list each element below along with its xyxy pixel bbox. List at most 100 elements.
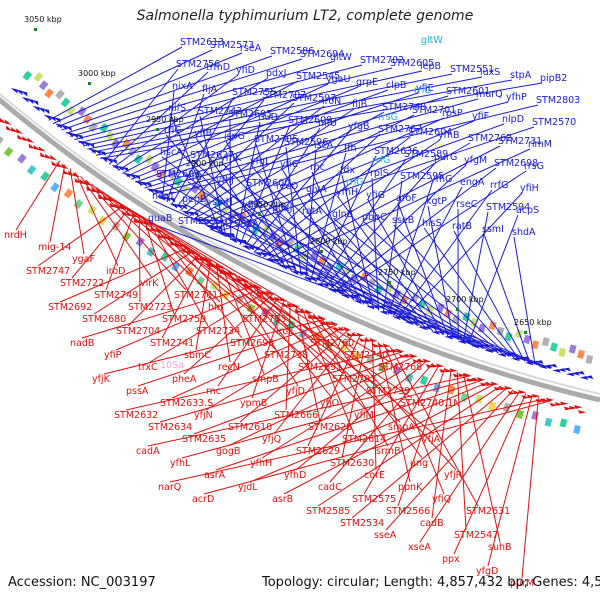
feature-block bbox=[549, 342, 558, 352]
reverse-gene-label: gogB bbox=[216, 446, 240, 457]
feature-block bbox=[544, 417, 553, 427]
reverse-connector bbox=[313, 313, 423, 459]
forward-connector bbox=[209, 228, 551, 369]
forward-connector bbox=[234, 121, 261, 243]
forward-connector bbox=[122, 80, 299, 174]
forward-gene-label: nifU bbox=[318, 118, 337, 129]
reverse-connector bbox=[239, 329, 350, 423]
reverse-connector bbox=[453, 393, 527, 555]
feature-block bbox=[559, 418, 568, 428]
forward-connector bbox=[397, 202, 449, 337]
forward-connector bbox=[183, 203, 479, 348]
reverse-gene-arrow bbox=[28, 143, 36, 150]
forward-gene-label: STM2707 bbox=[262, 90, 306, 101]
forward-connector bbox=[371, 177, 379, 311]
forward-connector bbox=[135, 89, 389, 183]
reverse-gene-arrow bbox=[480, 382, 489, 387]
forward-connector bbox=[513, 236, 536, 365]
forward-gene-label: acpS bbox=[516, 205, 539, 216]
reverse-gene-arrow bbox=[568, 405, 578, 410]
feature-block bbox=[66, 105, 76, 116]
reverse-gene-label: STM2692 bbox=[48, 302, 92, 313]
reverse-gene-arrow bbox=[430, 363, 440, 368]
forward-gene-label: rimM bbox=[528, 139, 552, 150]
rna-gene-label: rrlG bbox=[414, 85, 432, 96]
rna-gene-label: rrsG bbox=[378, 112, 398, 123]
feature-block bbox=[577, 349, 585, 359]
feature-block bbox=[268, 231, 278, 242]
forward-gene-arrow bbox=[379, 311, 388, 315]
forward-gene-label: STM2731 bbox=[498, 136, 542, 147]
forward-connector bbox=[319, 158, 407, 286]
reverse-connector bbox=[195, 260, 212, 351]
reverse-gene-arrow bbox=[395, 348, 405, 353]
scale-tick-label: 2800 kbp bbox=[310, 237, 348, 246]
forward-gene-label: iroN bbox=[322, 96, 341, 107]
reverse-gene-label: yfjD bbox=[286, 386, 305, 397]
reverse-connector bbox=[81, 284, 257, 339]
reverse-gene-label: STM2749 bbox=[94, 290, 138, 301]
forward-gene-label: ygaU bbox=[326, 74, 350, 85]
forward-gene-label: ispG bbox=[224, 131, 245, 142]
genome-summary-text: Topology: circular; Length: 4,857,432 bp… bbox=[261, 575, 600, 590]
reverse-gene-arrow bbox=[51, 160, 59, 167]
feature-block bbox=[260, 307, 270, 318]
reverse-connector bbox=[217, 296, 280, 387]
forward-connector bbox=[180, 102, 295, 211]
reverse-connector bbox=[227, 269, 299, 387]
scale-tick-label: 2850 kbp bbox=[248, 200, 286, 209]
rna-gene-label: gltW bbox=[421, 35, 443, 46]
reverse-gene-arrow bbox=[0, 115, 1, 116]
reverse-gene-label: STM2666 bbox=[274, 410, 318, 421]
reverse-gene-arrow bbox=[10, 126, 18, 133]
feature-block bbox=[516, 409, 525, 420]
forward-gene-arrow bbox=[21, 96, 29, 103]
reverse-gene-arrow bbox=[554, 402, 564, 406]
forward-gene-label: STM2545 bbox=[296, 71, 340, 82]
forward-gene-label: recO bbox=[276, 181, 298, 192]
reverse-gene-arrow bbox=[526, 394, 536, 399]
forward-connector bbox=[165, 134, 283, 268]
forward-connector bbox=[217, 184, 419, 327]
reverse-connector bbox=[106, 194, 323, 339]
forward-gene-arrow bbox=[205, 225, 213, 230]
reverse-gene-label: cadB bbox=[420, 518, 444, 529]
forward-gene-label: pbpC bbox=[362, 212, 387, 223]
forward-connector bbox=[392, 186, 463, 317]
forward-gene-label: iscA bbox=[314, 140, 334, 151]
reverse-connector bbox=[49, 164, 66, 243]
scale-tick-mark bbox=[388, 281, 391, 284]
reverse-connector bbox=[193, 353, 409, 435]
forward-gene-label: rluD bbox=[258, 112, 278, 123]
reverse-gene-label: yfiP bbox=[104, 350, 122, 361]
forward-connector bbox=[337, 196, 439, 334]
reverse-gene-label: acrD bbox=[192, 494, 214, 505]
reverse-gene-label: yfjO bbox=[320, 398, 339, 409]
reverse-connector bbox=[227, 356, 415, 447]
forward-gene-label: pepB bbox=[182, 194, 206, 205]
forward-gene-label: yfhC bbox=[242, 200, 264, 211]
forward-connector bbox=[244, 127, 321, 248]
forward-gene-label: yfgM bbox=[464, 155, 487, 166]
feature-block bbox=[531, 410, 540, 421]
forward-gene-label: yfhB bbox=[438, 130, 460, 141]
reverse-gene-label: STM2547 bbox=[454, 530, 498, 541]
forward-connector bbox=[483, 233, 531, 363]
forward-gene-label: nlpD bbox=[502, 114, 524, 125]
forward-gene-label: STM2609 bbox=[288, 115, 332, 126]
map-title: Salmonella typhimurium LT2, complete gen… bbox=[137, 8, 474, 24]
reverse-gene-label: ppnK bbox=[398, 482, 423, 493]
forward-connector bbox=[78, 67, 393, 144]
reverse-connector bbox=[205, 326, 344, 411]
reverse-gene-label: STM2740 bbox=[344, 350, 388, 361]
forward-connector bbox=[423, 227, 520, 361]
scale-tick-label: 3050 kbp bbox=[24, 15, 62, 24]
scale-tick-label: 2950 kbp bbox=[146, 115, 184, 124]
backbone-arc bbox=[0, 96, 600, 403]
reverse-gene-label: asrB bbox=[272, 494, 293, 505]
scale-tick-label: 2900 kbp bbox=[186, 159, 224, 168]
forward-gene-arrow bbox=[253, 252, 262, 257]
reverse-connector bbox=[103, 318, 326, 375]
forward-connector bbox=[65, 58, 303, 134]
reverse-gene-label: cadA bbox=[136, 446, 160, 457]
